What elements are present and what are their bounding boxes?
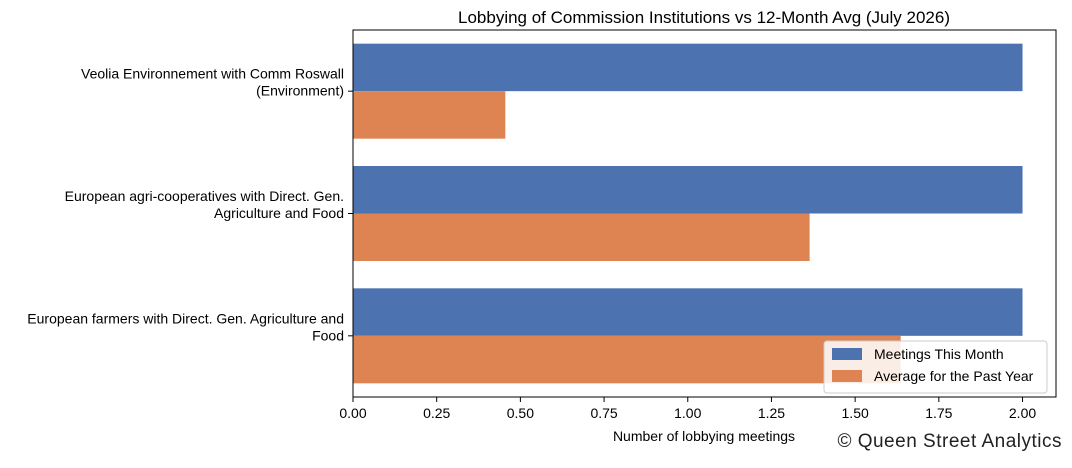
category-label: European farmers with Direct. Gen. Agric…	[27, 310, 344, 343]
legend-swatch	[832, 348, 862, 360]
x-tick-label: 0.00	[339, 405, 366, 421]
legend-swatch	[832, 370, 862, 382]
legend-label: Average for the Past Year	[874, 368, 1034, 384]
bar-past-year-avg-0	[353, 91, 506, 139]
legend: Meetings This Month Average for the Past …	[823, 340, 1048, 394]
category-label: Veolia Environnement with Comm Roswall (E…	[81, 66, 344, 99]
bar-this-month-1	[353, 166, 1023, 214]
bars-layer	[353, 43, 1023, 384]
bar-this-month-2	[353, 288, 1023, 336]
legend-frame	[823, 340, 1048, 394]
x-tick-label: 0.75	[590, 405, 617, 421]
credit-watermark: © Queen Street Analytics	[837, 431, 1062, 452]
chart-title: Lobbying of Commission Institutions vs 1…	[458, 8, 950, 27]
x-tick-label: 1.25	[758, 405, 785, 421]
bar-this-month-0	[353, 43, 1023, 92]
x-tick-label: 1.00	[674, 405, 701, 421]
x-axis-label: Number of lobbying meetings	[613, 428, 795, 444]
bar-past-year-avg-1	[353, 213, 810, 261]
legend-label: Meetings This Month	[874, 346, 1004, 362]
x-tick-label: 0.50	[507, 405, 534, 421]
category-label: European agri-cooperatives with Direct. …	[65, 188, 344, 221]
x-tick-label: 2.00	[1009, 405, 1036, 421]
bar-past-year-avg-2	[353, 335, 901, 384]
x-tick-label: 1.50	[842, 405, 869, 421]
y-axis: Veolia Environnement with Comm Roswall (E…	[27, 66, 353, 343]
x-axis: 0.00 0.25 0.50 0.75 1.00 1.25 1.50 1.75 2.00	[339, 397, 1036, 421]
x-tick-label: 0.25	[423, 405, 450, 421]
x-tick-label: 1.75	[925, 405, 952, 421]
